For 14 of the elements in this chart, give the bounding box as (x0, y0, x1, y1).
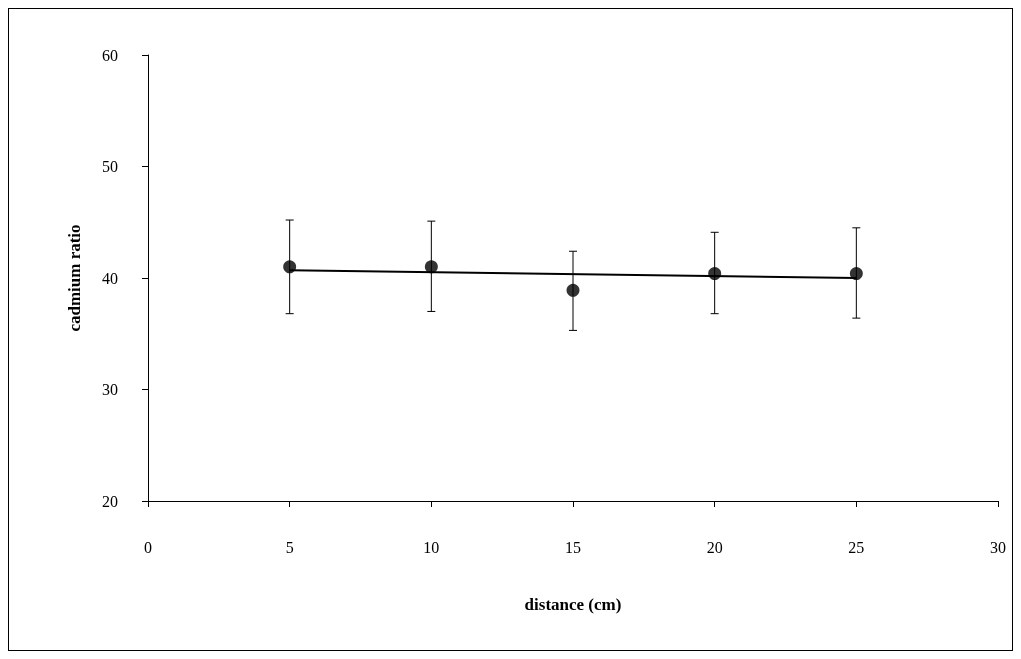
y-tick-label: 40 (102, 269, 118, 287)
x-axis-title: distance (cm) (524, 595, 622, 614)
x-tick-label: 30 (990, 538, 1006, 556)
y-tick-label: 50 (102, 158, 118, 175)
y-tick-label: 20 (102, 492, 118, 510)
x-tick-label: 20 (706, 538, 723, 556)
x-tick-label: 10 (423, 538, 440, 556)
x-tick-label: 5 (285, 538, 294, 556)
y-tick-label: 60 (102, 46, 118, 64)
x-tick-label: 0 (144, 538, 152, 556)
y-tick-label: 30 (102, 381, 118, 398)
x-tick-label: 15 (565, 538, 581, 556)
x-tick-label: 25 (848, 538, 865, 556)
y-axis-title: cadmium ratio (65, 224, 84, 332)
